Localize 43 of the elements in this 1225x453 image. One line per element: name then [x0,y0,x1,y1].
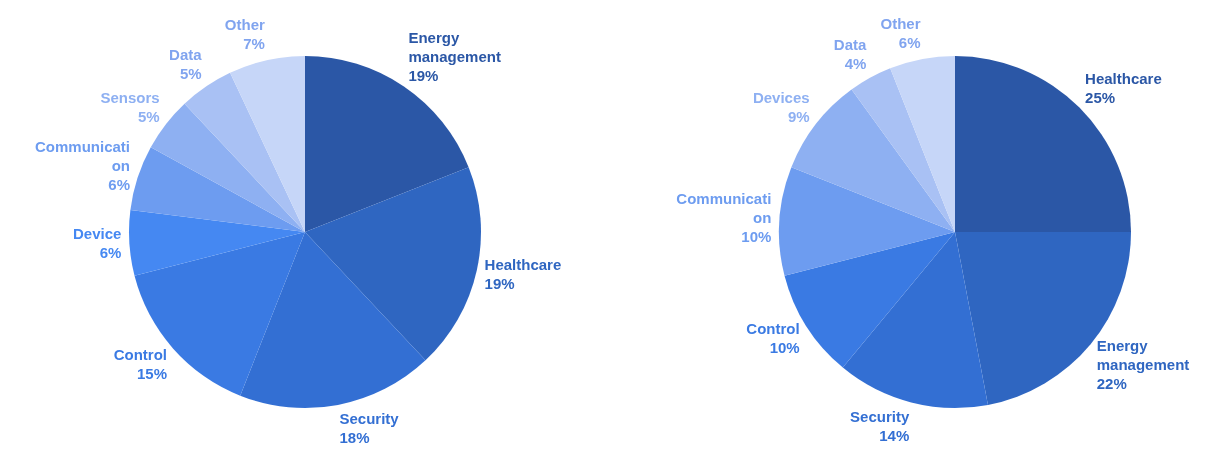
slice-label: Healthcare [484,256,562,274]
slice-label: Other [224,15,266,33]
pie-slice [851,68,955,232]
slice-label: Devices [752,88,810,106]
slice-label: Device [72,225,122,243]
data-label: 10% [769,339,800,357]
slice-label: Control [746,320,800,338]
pie-slice [842,232,988,408]
data-label: 9% [787,107,810,125]
slice-label: Energy management [408,28,501,65]
data-label: 19% [484,275,515,293]
slice-label: Energy management [1096,337,1190,374]
data-label: 25% [1085,88,1116,106]
data-label: 5% [137,107,160,125]
data-label: 22% [1096,375,1127,393]
data-label: 5% [179,64,202,82]
data-label: 7% [243,34,265,52]
pie-slice [890,56,955,232]
slice-label: Sensors [100,88,160,106]
data-label: 4% [844,54,867,72]
pie-slice [130,147,305,232]
data-label: 6% [99,244,122,262]
pie-slice [305,167,481,361]
slice-label: Data [833,35,868,53]
pie-slice [240,232,426,408]
data-label: 10% [741,227,772,245]
slice-label: Security [850,407,910,425]
slice-label: Communication [676,189,772,226]
pie-slice [230,56,305,232]
data-label: 15% [136,364,167,382]
slice-label: Healthcare [1085,69,1162,87]
slice-label: Security [339,410,400,428]
slice-label: Other [880,14,921,32]
slice-label: Control [113,345,167,363]
data-label: 6% [108,175,131,193]
slice-label: Data [169,45,203,63]
data-label: 19% [408,66,439,84]
data-label: 14% [879,426,910,444]
pie-slice [129,209,305,276]
slice-label: Communication [34,137,131,174]
pie-slice [779,167,955,276]
data-label: 18% [339,429,370,447]
data-label: 6% [898,33,921,51]
